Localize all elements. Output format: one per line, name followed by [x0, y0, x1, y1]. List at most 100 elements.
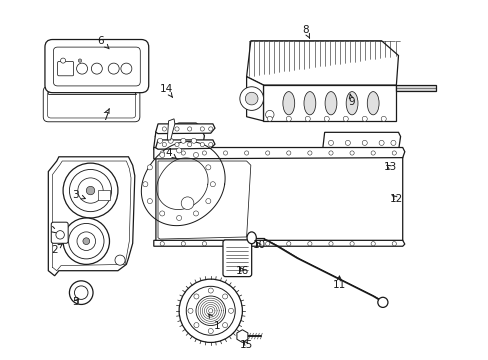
Circle shape [349, 242, 353, 246]
Circle shape [187, 308, 193, 313]
Circle shape [162, 127, 166, 131]
Circle shape [181, 151, 185, 155]
Circle shape [181, 242, 185, 246]
Circle shape [265, 242, 269, 246]
Ellipse shape [366, 91, 378, 115]
Circle shape [208, 143, 212, 147]
FancyBboxPatch shape [51, 222, 68, 243]
Text: 11: 11 [332, 276, 346, 291]
Text: 13: 13 [383, 162, 396, 172]
Circle shape [86, 186, 95, 195]
Circle shape [391, 151, 396, 155]
Circle shape [208, 288, 213, 293]
FancyBboxPatch shape [98, 190, 110, 200]
Polygon shape [396, 85, 436, 91]
Circle shape [142, 182, 147, 187]
Ellipse shape [346, 91, 357, 115]
Circle shape [160, 152, 164, 158]
Circle shape [265, 151, 269, 155]
Circle shape [147, 165, 152, 170]
Circle shape [223, 242, 227, 246]
Text: 16: 16 [235, 266, 248, 276]
Polygon shape [154, 240, 404, 246]
Circle shape [328, 242, 332, 246]
Circle shape [147, 199, 152, 204]
Polygon shape [48, 157, 135, 276]
Circle shape [205, 165, 210, 170]
Circle shape [194, 323, 199, 328]
Circle shape [208, 127, 212, 131]
Circle shape [181, 197, 193, 210]
Circle shape [187, 143, 191, 147]
Text: 14: 14 [160, 84, 173, 97]
Circle shape [200, 143, 204, 147]
Circle shape [91, 63, 102, 74]
Circle shape [223, 151, 227, 155]
Circle shape [115, 255, 125, 265]
Polygon shape [154, 148, 404, 159]
Circle shape [362, 116, 366, 121]
Circle shape [305, 116, 310, 121]
Text: 5: 5 [72, 297, 79, 307]
Circle shape [168, 138, 173, 143]
Circle shape [187, 127, 191, 131]
Ellipse shape [283, 91, 294, 115]
Circle shape [200, 127, 204, 131]
Text: 15: 15 [240, 339, 253, 350]
Circle shape [378, 140, 384, 145]
Circle shape [181, 138, 185, 143]
Circle shape [63, 163, 118, 218]
Circle shape [160, 151, 164, 155]
FancyBboxPatch shape [53, 47, 140, 86]
Circle shape [222, 323, 227, 328]
Circle shape [349, 151, 353, 155]
Circle shape [244, 242, 248, 246]
Circle shape [77, 63, 87, 74]
Circle shape [193, 211, 198, 216]
Circle shape [286, 151, 290, 155]
Circle shape [78, 178, 103, 203]
Circle shape [69, 170, 111, 212]
Circle shape [77, 232, 95, 251]
Polygon shape [154, 131, 204, 150]
Polygon shape [246, 77, 263, 121]
Circle shape [391, 242, 396, 246]
Polygon shape [156, 148, 402, 243]
Text: 2: 2 [51, 243, 63, 255]
Circle shape [345, 140, 350, 145]
Circle shape [176, 148, 181, 153]
Circle shape [160, 242, 164, 246]
Circle shape [328, 151, 332, 155]
Circle shape [240, 87, 263, 111]
Circle shape [63, 218, 109, 264]
Circle shape [194, 294, 199, 299]
Circle shape [245, 92, 258, 105]
Circle shape [202, 242, 206, 246]
Circle shape [286, 242, 290, 246]
Circle shape [196, 296, 225, 325]
Circle shape [175, 143, 179, 147]
Circle shape [324, 116, 328, 121]
Circle shape [193, 152, 198, 158]
Polygon shape [155, 123, 202, 138]
Polygon shape [167, 119, 175, 140]
Circle shape [208, 329, 213, 334]
Polygon shape [158, 161, 250, 239]
Circle shape [78, 59, 81, 62]
Circle shape [83, 238, 89, 244]
FancyBboxPatch shape [47, 91, 135, 118]
Circle shape [162, 143, 166, 147]
Circle shape [210, 182, 215, 187]
Circle shape [228, 308, 233, 313]
Circle shape [157, 138, 163, 143]
Circle shape [307, 151, 311, 155]
Circle shape [68, 224, 104, 259]
Circle shape [56, 231, 64, 239]
Text: 6: 6 [98, 36, 109, 49]
Circle shape [179, 279, 242, 342]
FancyBboxPatch shape [43, 86, 140, 122]
Polygon shape [263, 85, 396, 121]
Circle shape [176, 215, 181, 221]
Circle shape [69, 281, 93, 305]
Circle shape [74, 286, 88, 300]
